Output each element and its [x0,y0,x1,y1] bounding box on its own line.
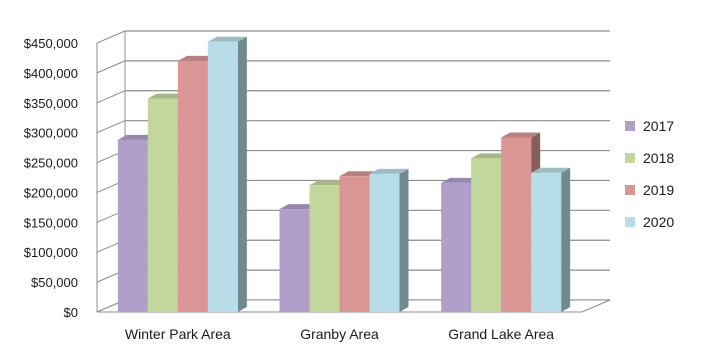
bar-top [177,55,217,61]
y-tick-label: $0 [64,305,78,320]
bar [471,158,502,312]
bar [531,172,562,312]
bar-top [147,93,187,99]
y-tick-label: $50,000 [31,275,78,290]
bar [117,139,148,312]
bar-side [561,167,571,312]
x-tick-label: Grand Lake Area [448,326,554,342]
legend-label: 2017 [643,118,674,134]
bar-top [441,177,481,183]
bar [177,60,208,312]
bar-top [117,134,157,140]
bar-top [339,171,379,177]
y-tick-label: $200,000 [24,185,78,200]
bar-top [531,167,571,173]
bar [147,98,178,313]
x-tick-label: Granby Area [300,326,379,342]
legend-swatch [625,185,635,195]
legend-swatch [625,153,635,163]
y-tick-label: $100,000 [24,245,78,260]
bar-top [501,132,541,138]
bar-top [369,168,409,174]
legend-swatch [625,121,635,131]
bar [207,41,238,312]
gridline-side [96,120,126,134]
legend-label: 2018 [643,150,674,166]
bar [339,176,370,312]
y-tick-label: $400,000 [24,66,78,81]
gridline-side [96,90,126,104]
bar [501,137,532,312]
y-tick-label: $300,000 [24,126,78,141]
y-tick-label: $350,000 [24,96,78,111]
legend-swatch [625,217,635,227]
gridline-side [96,60,126,74]
x-tick-label: Winter Park Area [125,326,231,342]
bar [279,209,310,312]
legend-label: 2019 [643,182,674,198]
y-tick-label: $450,000 [24,36,78,51]
y-tick-label: $250,000 [24,156,78,171]
bar [369,173,400,312]
bar [441,182,472,312]
legend-label: 2020 [643,214,674,230]
bar [309,185,340,312]
bar-top [309,180,349,186]
bar-top [279,204,319,210]
gridline-side [96,30,126,44]
bar-top [471,153,511,159]
bar-top [207,36,247,42]
bar-side [237,36,247,312]
bar-side [399,168,409,312]
y-tick-label: $150,000 [24,215,78,230]
